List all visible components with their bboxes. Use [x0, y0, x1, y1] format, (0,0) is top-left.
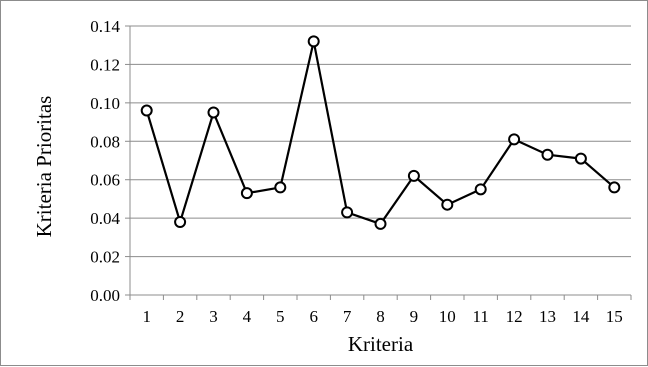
y-tick-label: 0.10 — [90, 94, 120, 113]
data-point — [274, 181, 287, 194]
data-point — [407, 169, 420, 182]
x-tick-label: 5 — [276, 307, 285, 326]
x-tick-label: 3 — [209, 307, 218, 326]
y-tick-label: 0.12 — [90, 55, 120, 74]
x-tick-label: 14 — [572, 307, 590, 326]
y-tick-label: 0.02 — [90, 248, 120, 267]
data-point — [307, 35, 320, 48]
data-point — [608, 181, 621, 194]
y-tick-label: 0.08 — [90, 132, 120, 151]
y-tick-label: 0.06 — [90, 171, 120, 190]
x-tick-label: 11 — [473, 307, 489, 326]
data-point — [541, 148, 554, 161]
x-tick-label: 4 — [243, 307, 252, 326]
x-tick-label: 7 — [343, 307, 352, 326]
data-point — [207, 106, 220, 119]
x-tick-labels: 1 2 3 4 5 6 7 8 9 10 11 12 13 14 15 — [142, 307, 622, 326]
data-point — [140, 104, 153, 117]
data-series — [145, 41, 616, 226]
data-point — [574, 152, 587, 165]
data-point — [474, 183, 487, 196]
data-point — [508, 133, 521, 146]
x-tick-label: 13 — [539, 307, 556, 326]
x-tick-label: 8 — [376, 307, 385, 326]
x-axis-title: Kriteria — [348, 332, 414, 356]
y-tick-label: 0.14 — [90, 17, 120, 36]
y-tick-label: 0.04 — [90, 209, 120, 228]
x-tick-label: 9 — [410, 307, 419, 326]
x-tick-label: 6 — [309, 307, 318, 326]
x-tick-label: 1 — [142, 307, 151, 326]
y-tick-labels: 0.00 0.02 0.04 0.06 0.08 0.10 0.12 0.14 — [90, 17, 120, 305]
y-axis-title: Kriteria Prioritas — [32, 96, 56, 238]
data-point — [174, 215, 187, 228]
x-tick-label: 15 — [606, 307, 623, 326]
axes — [125, 25, 632, 300]
x-tick-label: 2 — [176, 307, 185, 326]
data-point — [240, 187, 253, 200]
y-tick-label: 0.00 — [90, 286, 120, 305]
data-point — [341, 206, 354, 219]
x-tick-label: 12 — [506, 307, 523, 326]
gridlines — [130, 25, 631, 258]
series-line — [145, 41, 616, 226]
data-point — [374, 217, 387, 230]
data-points — [140, 35, 621, 230]
x-tick-label: 10 — [439, 307, 456, 326]
data-point — [441, 198, 454, 211]
